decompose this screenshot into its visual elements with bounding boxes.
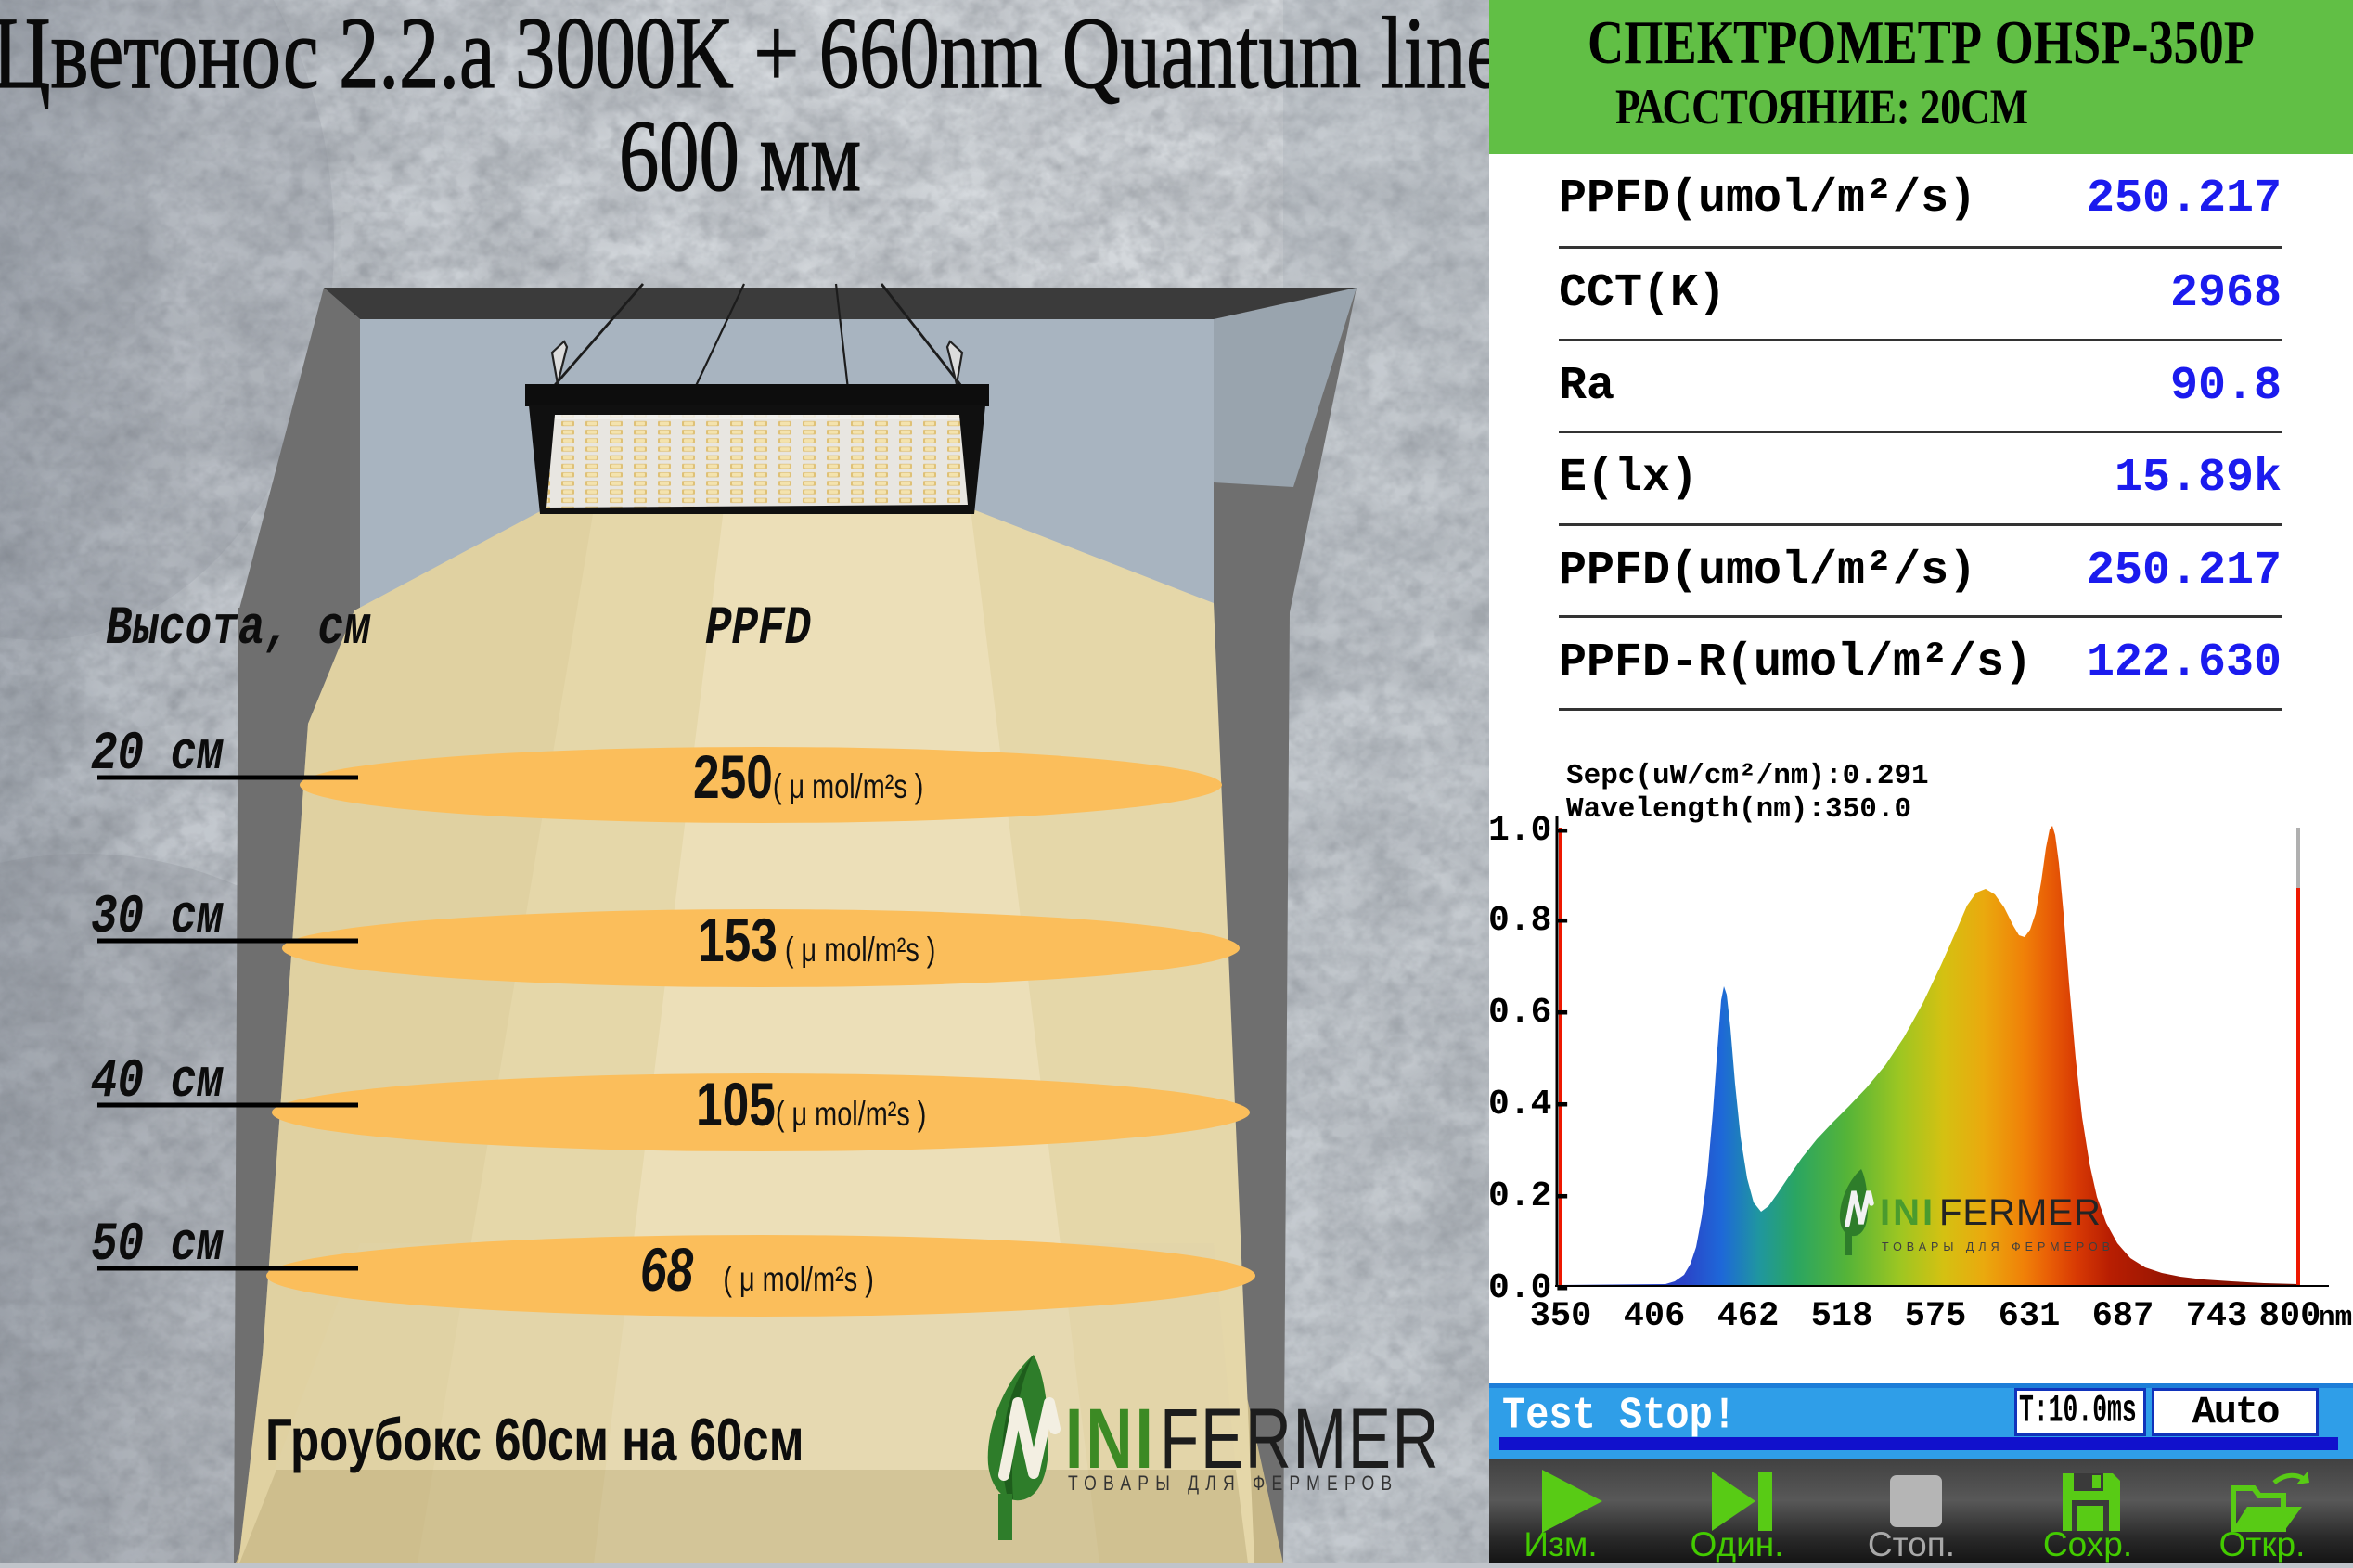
svg-text:462: 462: [1717, 1297, 1780, 1336]
svg-text:743: 743: [2186, 1297, 2248, 1336]
svg-text:687: 687: [2092, 1297, 2154, 1336]
svg-text:800: 800: [2259, 1297, 2321, 1336]
svg-text:INI: INI: [1880, 1192, 1935, 1233]
svg-text:Сохр.: Сохр.: [2043, 1525, 2132, 1563]
svg-text:nm: nm: [2318, 1302, 2352, 1334]
svg-text:631: 631: [1999, 1297, 2061, 1336]
svg-text:INI: INI: [1065, 1392, 1156, 1487]
svg-text:Откр.: Откр.: [2219, 1525, 2306, 1563]
svg-text:518: 518: [1811, 1297, 1873, 1336]
svg-text:350: 350: [1530, 1297, 1592, 1336]
svg-text:0.6-: 0.6-: [1489, 993, 1573, 1033]
svg-text:ТОВАРЫ ДЛЯ ФЕРМЕРОВ: ТОВАРЫ ДЛЯ ФЕРМЕРОВ: [1882, 1240, 2115, 1253]
svg-text:0.8-: 0.8-: [1489, 901, 1573, 941]
svg-text:1.0-: 1.0-: [1489, 811, 1573, 851]
svg-text:0.4-: 0.4-: [1489, 1085, 1573, 1125]
svg-text:0.2-: 0.2-: [1489, 1176, 1573, 1216]
svg-text:ТОВАРЫ ДЛЯ ФЕРМЕРОВ: ТОВАРЫ ДЛЯ ФЕРМЕРОВ: [1068, 1472, 1398, 1495]
svg-text:Изм.: Изм.: [1524, 1525, 1597, 1563]
svg-text:Один.: Один.: [1691, 1525, 1784, 1563]
svg-text:0.0-: 0.0-: [1489, 1268, 1573, 1308]
svg-text:Sepc(uW/cm²/nm):0.291: Sepc(uW/cm²/nm):0.291: [1566, 760, 1929, 792]
svg-text:FERMER: FERMER: [1160, 1392, 1440, 1487]
svg-text:FERMER: FERMER: [1939, 1192, 2102, 1233]
svg-text:Стоп.: Стоп.: [1868, 1525, 1955, 1563]
svg-text:Wavelength(nm):350.0: Wavelength(nm):350.0: [1566, 793, 1911, 826]
svg-text:575: 575: [1905, 1297, 1967, 1336]
svg-text:406: 406: [1624, 1297, 1686, 1336]
